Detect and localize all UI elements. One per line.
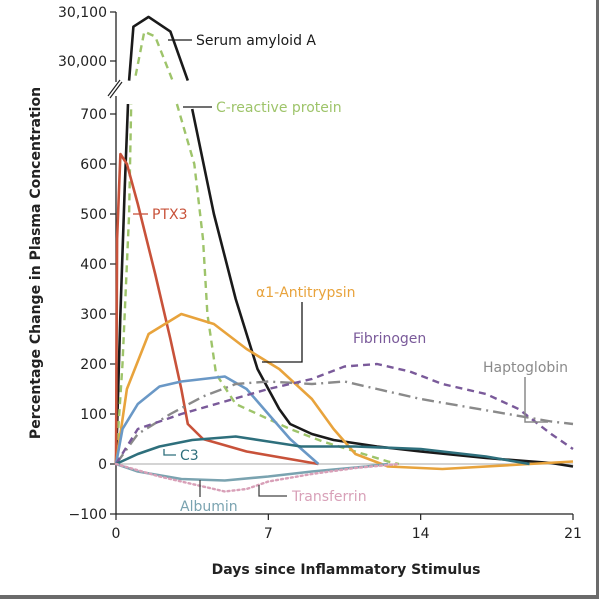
axis-break-icon <box>107 79 123 99</box>
label-haptoglobin: Haptoglobin <box>483 360 568 376</box>
y-tick-label: −100 <box>69 507 107 523</box>
label-ptx3: PTX3 <box>152 207 188 223</box>
series-line-unlabeled-blue <box>114 375 320 465</box>
y-tick-label: 0 <box>98 457 107 473</box>
x-tick-label: 7 <box>264 526 273 542</box>
y-tick-label: 30,100 <box>58 5 107 21</box>
y-axis-label: Percentage Change in Plasma Concentratio… <box>28 87 44 439</box>
label-fibrinogen: Fibrinogen <box>353 331 426 347</box>
label-serum-amyloid-a: Serum amyloid A <box>196 33 316 49</box>
series-line-albumin <box>115 462 389 482</box>
x-tick-label: 21 <box>564 526 582 542</box>
y-tick-label: 30,000 <box>58 54 107 70</box>
y-tick-label: 100 <box>80 407 107 423</box>
leader-line <box>163 449 176 456</box>
series-line-c3 <box>115 435 530 466</box>
y-tick-label: 700 <box>80 107 107 123</box>
x-axis-label: Days since Inflammatory Stimulus <box>212 562 481 578</box>
series-line-1-antitrypsin <box>114 312 574 471</box>
series-line-haptoglobin <box>115 380 574 465</box>
label-alpha1-antitrypsin: α1-Antitrypsin <box>256 285 356 301</box>
label-albumin: Albumin <box>180 499 238 515</box>
leader-line <box>262 302 303 363</box>
series-line-c-reactive-protein <box>114 30 400 466</box>
label-c-reactive-protein: C-reactive protein <box>216 100 342 116</box>
x-tick-label: 0 <box>112 526 121 542</box>
series-line-transferrin <box>114 462 401 493</box>
y-tick-label: 200 <box>80 357 107 373</box>
series-labels: Serum amyloid A C-reactive protein PTX3 … <box>133 33 568 515</box>
y-tick-label: 500 <box>80 207 107 223</box>
series-line-fibrinogen <box>114 362 574 465</box>
x-tick-label: 14 <box>412 526 430 542</box>
label-c3: C3 <box>180 448 199 464</box>
label-transferrin: Transferrin <box>291 489 367 505</box>
y-tick-label: 400 <box>80 257 107 273</box>
leader-line <box>524 377 548 423</box>
y-tick-label: 300 <box>80 307 107 323</box>
series-line-serum-amyloid-a <box>114 15 574 468</box>
y-tick-label: 600 <box>80 157 107 173</box>
series-line-ptx3 <box>114 152 319 466</box>
leader-line <box>258 485 287 497</box>
